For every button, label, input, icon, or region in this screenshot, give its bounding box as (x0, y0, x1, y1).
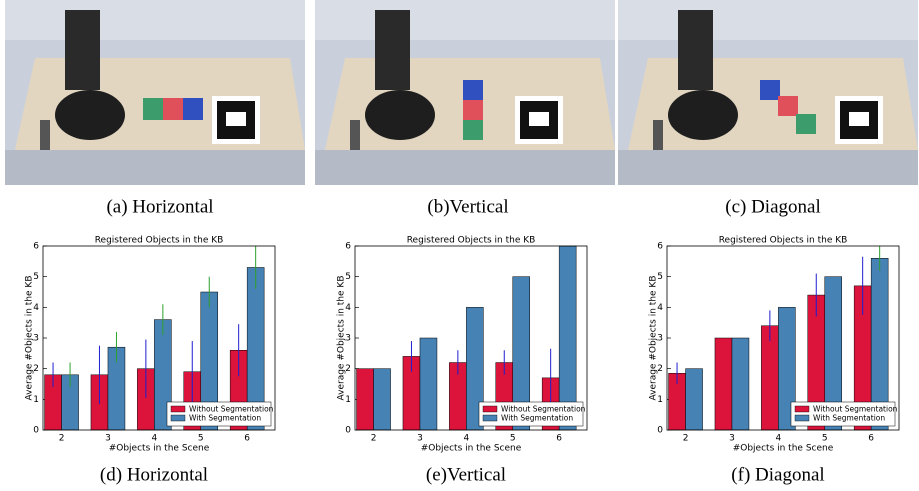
chart-caption: (f) Diagonal (731, 464, 824, 485)
y-tick-label: 1 (33, 395, 39, 405)
x-tick-label: 2 (59, 434, 65, 444)
y-tick-label: 4 (33, 303, 39, 313)
chart-title: Registered Objects in the KB (95, 236, 224, 246)
y-axis-label: Average #Objects in the KB (25, 276, 35, 401)
chart-caption: (e)Vertical (426, 464, 506, 485)
axes-frame (666, 245, 900, 431)
bar (731, 337, 750, 431)
y-tick-label: 2 (657, 364, 663, 374)
axes-frame (354, 245, 588, 431)
legend-label: Without Segmentation (189, 405, 274, 414)
y-tick-label: 4 (657, 303, 663, 313)
y-axis-label: Average #Objects in the KB (649, 276, 659, 401)
y-tick-label: 2 (33, 364, 39, 374)
legend-label: With Segmentation (501, 414, 573, 423)
y-tick-label: 5 (657, 272, 663, 282)
y-axis-label: Average #Objects in the KB (337, 276, 347, 401)
x-axis-label: #Objects in the Scene (421, 444, 522, 454)
legend-label: Without Segmentation (501, 405, 586, 414)
bar (761, 325, 779, 431)
legend-swatch (794, 405, 810, 413)
x-tick-label: 6 (556, 434, 562, 444)
legend-label: Without Segmentation (813, 405, 898, 414)
legend-swatch (482, 405, 498, 413)
x-tick-label: 4 (151, 434, 157, 444)
x-tick-label: 2 (371, 434, 377, 444)
photo-caption: (c) Diagonal (725, 196, 820, 217)
chart-caption: (d) Horizontal (100, 464, 208, 485)
legend-swatch (170, 414, 186, 422)
y-tick-label: 6 (345, 242, 351, 252)
x-tick-label: 5 (822, 434, 828, 444)
x-tick-label: 2 (683, 434, 689, 444)
x-tick-label: 3 (105, 434, 111, 444)
photo-a (5, 0, 305, 185)
bar (373, 368, 391, 431)
y-tick-label: 5 (345, 272, 351, 282)
chart-title: Registered Objects in the KB (407, 236, 536, 246)
x-tick-label: 5 (510, 434, 516, 444)
y-tick-label: 1 (345, 395, 351, 405)
y-tick-label: 6 (657, 242, 663, 252)
x-tick-label: 4 (775, 434, 781, 444)
x-tick-label: 3 (417, 434, 423, 444)
x-tick-label: 4 (463, 434, 469, 444)
bar (685, 368, 703, 431)
y-tick-label: 3 (33, 334, 39, 344)
x-axis-label: #Objects in the Scene (733, 444, 834, 454)
y-tick-label: 0 (345, 426, 351, 436)
photo-c (618, 0, 918, 185)
x-axis-label: #Objects in the Scene (109, 444, 210, 454)
bar (419, 337, 438, 431)
bar (714, 337, 733, 431)
x-tick-label: 5 (198, 434, 204, 444)
photo-b (315, 0, 615, 185)
y-tick-label: 6 (33, 242, 39, 252)
x-tick-label: 6 (244, 434, 250, 444)
x-tick-label: 3 (729, 434, 735, 444)
legend-swatch (170, 405, 186, 413)
legend-swatch (482, 414, 498, 422)
y-tick-label: 3 (657, 334, 663, 344)
legend-swatch (794, 414, 810, 422)
y-tick-label: 4 (345, 303, 351, 313)
y-tick-label: 2 (345, 364, 351, 374)
axes-frame (42, 245, 276, 431)
legend-label: With Segmentation (813, 414, 885, 423)
legend-label: With Segmentation (189, 414, 261, 423)
y-tick-label: 0 (33, 426, 39, 436)
y-tick-label: 0 (657, 426, 663, 436)
photo-caption: (a) Horizontal (106, 196, 213, 217)
chart-title: Registered Objects in the KB (719, 236, 848, 246)
bar (356, 368, 374, 431)
y-tick-label: 3 (345, 334, 351, 344)
photo-caption: (b)Vertical (427, 196, 508, 217)
y-tick-label: 1 (657, 395, 663, 405)
x-tick-label: 6 (868, 434, 874, 444)
y-tick-label: 5 (33, 272, 39, 282)
